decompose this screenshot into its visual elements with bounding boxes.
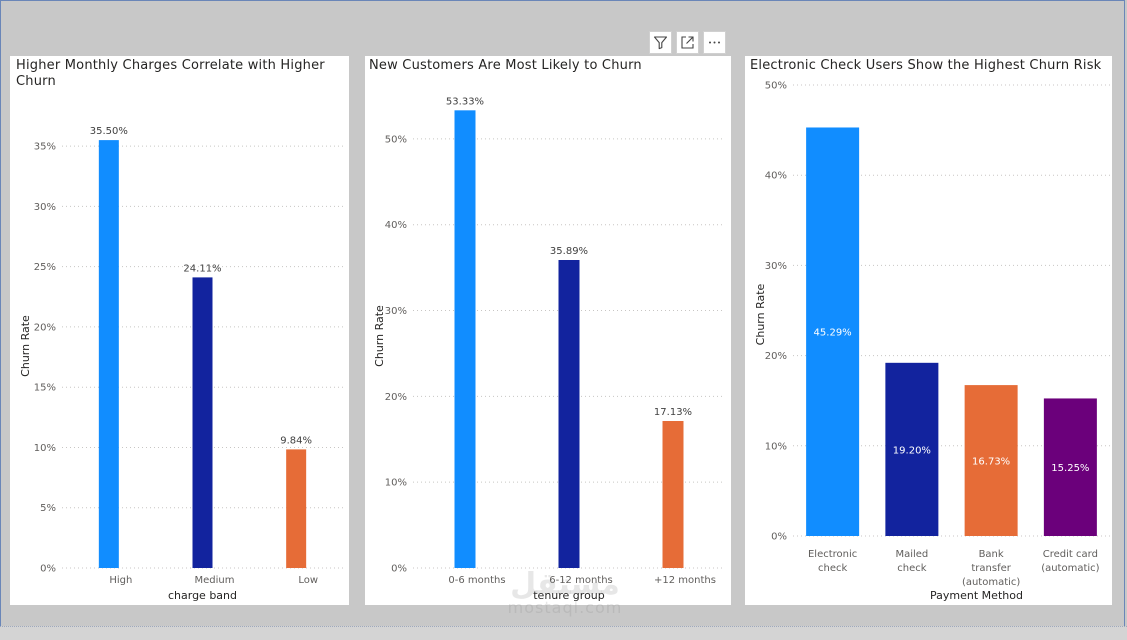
data-label: 19.20% bbox=[893, 445, 931, 456]
data-label: 35.50% bbox=[90, 126, 128, 137]
data-label: 24.11% bbox=[183, 263, 221, 274]
x-tick-line: Low bbox=[298, 575, 318, 586]
y-tick-label: 0% bbox=[40, 564, 56, 575]
x-tick-line: High bbox=[109, 575, 132, 586]
x-tick-line: Medium bbox=[195, 575, 235, 586]
bar bbox=[454, 110, 476, 568]
x-tick-line: (automatic) bbox=[1041, 563, 1099, 574]
y-axis-title: Churn Rate bbox=[754, 283, 767, 345]
y-tick-label: 30% bbox=[385, 306, 407, 317]
y-tick-label: 50% bbox=[765, 81, 787, 92]
x-tick-line: Electronic bbox=[808, 549, 857, 560]
x-tick-label: 0-6 months bbox=[448, 575, 505, 586]
more-options-button[interactable] bbox=[703, 31, 726, 54]
chart-title: New Customers Are Most Likely to Churn bbox=[369, 58, 642, 73]
y-tick-label: 40% bbox=[385, 220, 407, 231]
focus-mode-button[interactable] bbox=[676, 31, 699, 54]
x-axis-title: charge band bbox=[168, 589, 237, 602]
data-label: 15.25% bbox=[1051, 463, 1089, 474]
bar-chart-tenure-group: 0% 10% 20% 30% 40% 50% 53.33% 0-6 months 35.89% 6… bbox=[373, 96, 725, 602]
chart-panel-payment-method[interactable]: Electronic Check Users Show the Highest … bbox=[745, 56, 1112, 605]
y-tick-label: 10% bbox=[765, 441, 787, 452]
filter-icon bbox=[653, 36, 668, 50]
x-tick-line: Mailed bbox=[895, 549, 928, 560]
bar bbox=[806, 127, 860, 537]
y-tick-label: 10% bbox=[34, 443, 56, 454]
y-tick-label: 20% bbox=[34, 322, 56, 333]
data-label: 16.73% bbox=[972, 457, 1010, 468]
y-tick-label: 20% bbox=[385, 392, 407, 403]
x-tick-line: check bbox=[818, 563, 847, 574]
x-tick-label: Bank transfer (automatic) bbox=[962, 549, 1020, 588]
x-tick-line: Bank bbox=[979, 549, 1004, 560]
y-tick-label: 5% bbox=[40, 503, 56, 514]
y-tick-label: 0% bbox=[771, 532, 787, 543]
x-tick-label: 6-12 months bbox=[549, 575, 613, 586]
bar bbox=[885, 362, 939, 536]
bar bbox=[964, 385, 1018, 536]
data-label: 45.29% bbox=[814, 328, 852, 339]
x-tick-label: Electronic check bbox=[808, 549, 857, 574]
data-label: 35.89% bbox=[550, 246, 588, 257]
x-tick-line: +12 months bbox=[654, 575, 716, 586]
x-tick-line: 6-12 months bbox=[549, 575, 613, 586]
chart-panel-tenure-group[interactable]: New Customers Are Most Likely to Churn 0… bbox=[365, 56, 731, 605]
report-bottom-strip bbox=[0, 626, 1127, 640]
more-options-icon bbox=[709, 41, 720, 44]
x-tick-line: transfer bbox=[971, 563, 1011, 574]
bar bbox=[662, 420, 684, 568]
y-axis-title: Churn Rate bbox=[19, 315, 32, 377]
x-tick-label: High bbox=[109, 575, 132, 586]
y-tick-label: 30% bbox=[34, 202, 56, 213]
x-tick-label: Medium bbox=[195, 575, 235, 586]
x-tick-line: (automatic) bbox=[962, 577, 1020, 588]
bar bbox=[1043, 398, 1097, 536]
x-tick-line: 0-6 months bbox=[448, 575, 505, 586]
x-tick-label: +12 months bbox=[654, 575, 716, 586]
x-tick-label: Low bbox=[298, 575, 318, 586]
filter-button[interactable] bbox=[649, 31, 672, 54]
chart-title: Higher Monthly Charges Correlate with Hi… bbox=[16, 58, 325, 89]
chart-title: Electronic Check Users Show the Highest … bbox=[750, 58, 1102, 73]
y-tick-label: 30% bbox=[765, 261, 787, 272]
data-label: 9.84% bbox=[280, 435, 312, 446]
y-tick-label: 10% bbox=[385, 478, 407, 489]
y-tick-label: 0% bbox=[391, 564, 407, 575]
data-label: 17.13% bbox=[654, 407, 692, 418]
y-tick-label: 40% bbox=[765, 171, 787, 182]
bar bbox=[192, 277, 213, 568]
x-tick-label: Credit card (automatic) bbox=[1041, 549, 1099, 574]
bar bbox=[558, 259, 580, 568]
x-axis-title: Payment Method bbox=[930, 589, 1023, 602]
x-tick-label: Mailed check bbox=[895, 549, 928, 574]
y-tick-label: 35% bbox=[34, 142, 56, 153]
y-tick-label: 15% bbox=[34, 383, 56, 394]
data-label: 53.33% bbox=[446, 96, 484, 107]
y-tick-label: 25% bbox=[34, 262, 56, 273]
focus-mode-icon bbox=[681, 36, 694, 49]
y-axis-title: Churn Rate bbox=[373, 305, 386, 367]
y-tick-label: 50% bbox=[385, 134, 407, 145]
bar bbox=[98, 140, 119, 568]
visual-header-toolbar bbox=[649, 31, 726, 54]
bar-chart-payment-method: 0% 10% 20% 30% 40% 50% 45.29% Electronic check 19… bbox=[754, 81, 1110, 602]
bar bbox=[286, 449, 307, 568]
x-tick-line: check bbox=[897, 563, 926, 574]
x-tick-line: Credit card bbox=[1043, 549, 1098, 560]
x-axis-title: tenure group bbox=[533, 589, 605, 602]
y-tick-label: 20% bbox=[765, 351, 787, 362]
bar-chart-charge-band: 0% 5% 10% 15% 20% 25% 30% 35% 35.50% High 24.11% Me… bbox=[19, 126, 343, 602]
chart-panel-charge-band[interactable]: Higher Monthly Charges Correlate with Hi… bbox=[10, 56, 349, 605]
